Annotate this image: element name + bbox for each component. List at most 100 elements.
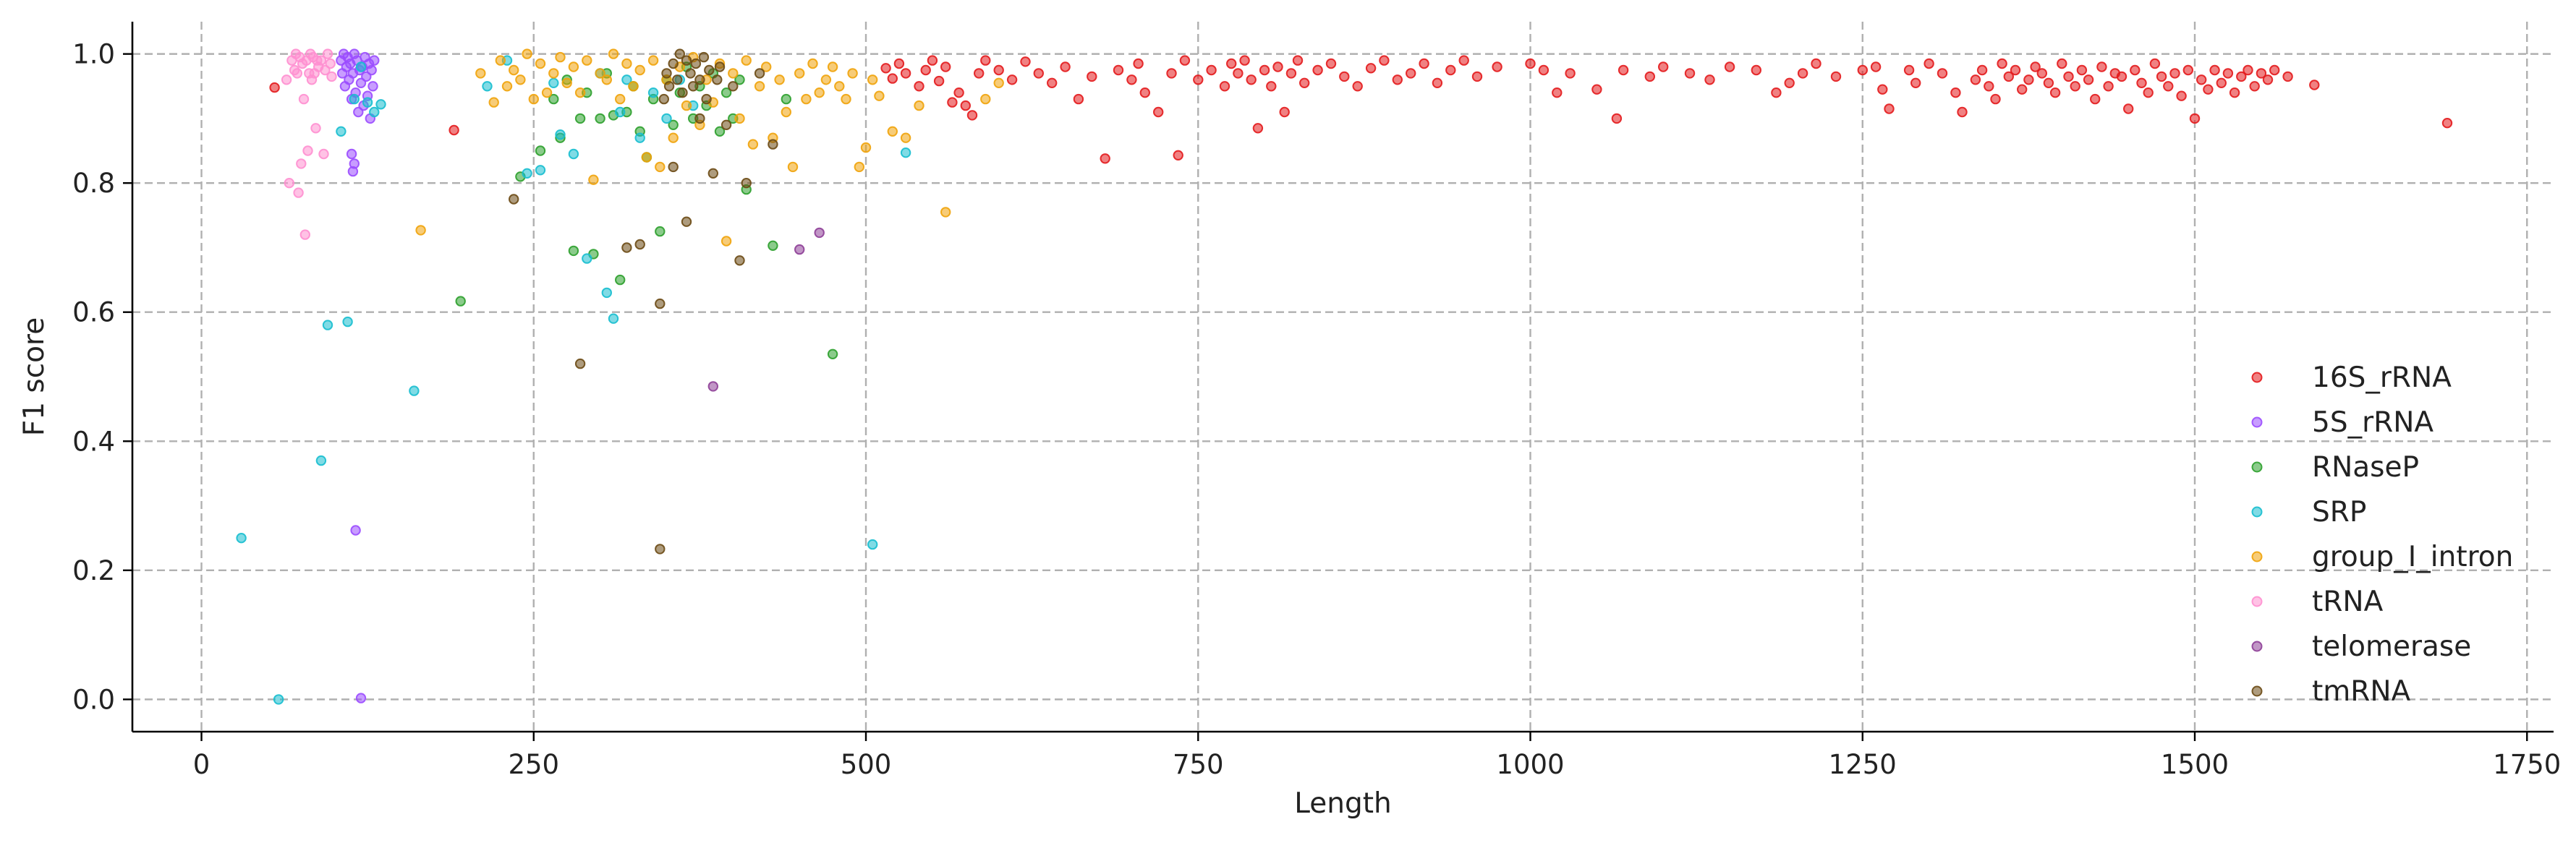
data-point [1100,153,1110,164]
data-point [900,68,911,79]
data-point [827,61,838,72]
data-point [1990,93,2001,105]
data-point [1432,77,1443,89]
data-point [2243,64,2253,76]
data-point [993,64,1004,76]
legend-marker [2251,551,2263,562]
data-point [1166,68,1177,79]
data-point [966,110,978,121]
data-point [641,152,652,163]
data-point [561,77,572,89]
data-point [1877,84,1888,95]
data-point [1525,58,1536,69]
data-point [1771,87,1782,98]
data-point [734,74,745,85]
data-point [960,100,972,111]
data-point [768,240,778,251]
data-point [2149,58,2161,69]
grid-lines [132,22,2554,732]
data-point [1984,81,1994,92]
data-point [2236,71,2247,82]
data-point [318,148,329,160]
data-point [1970,74,1981,85]
data-point [236,533,247,544]
data-point [820,74,832,85]
data-point [980,55,991,66]
data-point [880,63,891,74]
series-16S_rRNA [269,55,2453,164]
legend-item: telomerase [2251,630,2471,663]
data-point [284,178,294,189]
x-tick-label: 0 [193,749,211,780]
data-point [720,87,732,98]
data-point [860,142,872,153]
data-point [2103,81,2114,92]
data-point [694,74,705,85]
data-point [1492,61,1502,72]
data-point [482,81,493,92]
data-point [920,64,931,76]
data-point [801,93,812,105]
data-point [900,132,911,143]
legend-marker [2251,372,2263,383]
legend-item: 5S_rRNA [2251,406,2433,439]
data-point [2309,80,2320,90]
data-point [781,106,792,118]
legend-item: 16S_rRNA [2251,361,2452,394]
data-point [375,99,386,110]
data-point [1266,81,1277,92]
data-point [854,161,865,173]
data-point [615,93,626,105]
data-point [310,123,321,134]
data-point [774,74,785,85]
data-point [2043,77,2054,89]
data-point [980,93,991,105]
data-point [707,381,718,392]
axes [131,22,2554,733]
data-point [841,93,851,105]
data-point [1997,58,2007,69]
data-point [1458,55,1469,66]
data-point [661,68,672,79]
data-point [355,61,367,72]
data-point [2222,68,2234,79]
data-point [953,87,964,98]
data-point [887,73,898,84]
data-point [1797,68,1808,79]
data-point [1957,106,1968,118]
data-point [281,74,292,85]
data-point [488,97,499,108]
data-point [655,161,666,173]
data-point [2123,103,2134,114]
data-point [2063,71,2074,82]
data-point [501,81,513,92]
data-point [914,100,924,111]
x-tick-label: 1750 [2493,749,2561,780]
data-point [672,74,683,85]
data-point [2116,71,2127,82]
data-point [548,77,559,89]
x-tick-label: 750 [1173,749,1224,780]
data-point [827,348,838,359]
data-point [574,358,586,369]
series-RNaseP [455,61,838,359]
data-point [690,58,702,69]
series-group_I_intron [415,48,1004,247]
data-point [588,174,599,185]
y-tick-label: 0.4 [72,426,115,457]
data-point [615,106,626,118]
data-point [787,161,799,173]
data-point [647,55,659,66]
x-tick-label: 1250 [1829,749,1897,780]
data-point [1133,58,1144,69]
data-point [1406,68,1416,79]
legend-label: group_I_intron [2312,541,2513,573]
data-point [681,216,692,227]
data-point [621,242,632,253]
data-point [369,106,380,118]
data-point [2249,81,2260,92]
data-point [582,55,592,66]
data-point [1060,61,1071,72]
data-point [302,145,313,156]
data-point [2070,81,2080,92]
